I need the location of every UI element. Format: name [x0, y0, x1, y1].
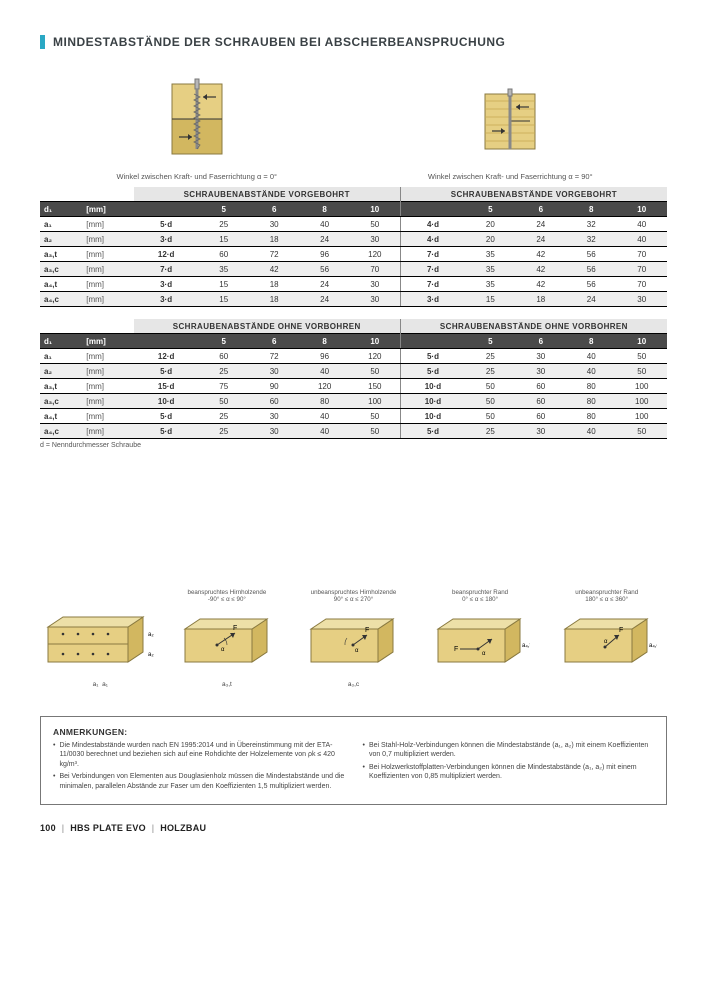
- sec-head-left: SCHRAUBENABSTÄNDE VORGEBOHRT: [134, 187, 401, 202]
- svg-text:a₂: a₂: [148, 632, 154, 638]
- col-10r: 10: [616, 202, 667, 217]
- diagram-a3c: unbeanspruchtes Hirnholzende90° ≤ α ≤ 27…: [293, 589, 414, 688]
- col-8r: 8: [566, 202, 616, 217]
- table-row: a₁[mm]12·d6072961205·d25304050: [40, 349, 667, 364]
- notes-right: Bei Stahl-Holz-Verbindungen können die M…: [363, 741, 655, 794]
- table-header: d₁ [mm] 5 6 8 10 5 6 8 10: [40, 202, 667, 217]
- svg-text:α: α: [221, 647, 225, 653]
- table-row: a₂[mm]5·d253040505·d25304050: [40, 364, 667, 379]
- diagram-a4t: beanspruchter Rand0° ≤ α ≤ 180° F α a₄,t: [420, 589, 541, 688]
- svg-text:F: F: [233, 625, 237, 632]
- svg-text:F: F: [619, 627, 623, 634]
- col-d1: d₁: [40, 202, 83, 217]
- page-footer: 100 | HBS PLATE EVO | HOLZBAU: [40, 823, 667, 833]
- diagram-alpha-90: Winkel zwischen Kraft- und Faserrichtung…: [354, 69, 668, 181]
- col-5r: 5: [465, 202, 515, 217]
- diagram-a4c: unbeanspruchter Rand180° ≤ α ≤ 360° F α …: [546, 589, 667, 688]
- svg-text:a₄,c: a₄,c: [649, 643, 657, 649]
- diagram-alpha-0: Winkel zwischen Kraft- und Faserrichtung…: [40, 69, 354, 181]
- title-marker: [40, 35, 45, 49]
- block-a4c-icon: F α a₄,c: [557, 607, 657, 677]
- block-a3c-icon: F α: [303, 607, 403, 677]
- table-row: a₄,c[mm]5·d253040505·d25304050: [40, 424, 667, 439]
- section-header-row: SCHRAUBENABSTÄNDE VORGEBOHRT SCHRAUBENAB…: [40, 187, 667, 202]
- svg-text:F: F: [365, 627, 369, 634]
- table-row: a₃,t[mm]12·d6072961207·d35425670: [40, 247, 667, 262]
- footer-mid: HBS PLATE EVO: [70, 823, 146, 833]
- table-row: a₄,c[mm]3·d151824303·d15182430: [40, 292, 667, 307]
- col-unit: [mm]: [83, 202, 133, 217]
- table-ohne: SCHRAUBENABSTÄNDE OHNE VORBOHREN SCHRAUB…: [40, 319, 667, 439]
- table-row: a₂[mm]3·d151824304·d20243240: [40, 232, 667, 247]
- table-row: a₁[mm]5·d253040504·d20243240: [40, 217, 667, 232]
- table-row: a₃,c[mm]10·d50608010010·d506080100: [40, 394, 667, 409]
- svg-text:a₂: a₂: [148, 652, 154, 658]
- svg-text:a₄,t: a₄,t: [522, 643, 530, 649]
- table-vorgebohrt: SCHRAUBENABSTÄNDE VORGEBOHRT SCHRAUBENAB…: [40, 187, 667, 307]
- page-title-bar: MINDESTABSTÄNDE DER SCHRAUBEN BEI ABSCHE…: [40, 35, 667, 49]
- svg-text:α: α: [604, 639, 608, 645]
- caption-0: Winkel zwischen Kraft- und Faserrichtung…: [40, 172, 354, 181]
- top-diagrams: Winkel zwischen Kraft- und Faserrichtung…: [40, 69, 667, 181]
- table-row: a₃,c[mm]7·d354256707·d35425670: [40, 262, 667, 277]
- section-header-row: SCHRAUBENABSTÄNDE OHNE VORBOHREN SCHRAUB…: [40, 319, 667, 334]
- block-a3t-icon: F α: [177, 607, 277, 677]
- sec-head-right-2: SCHRAUBENABSTÄNDE OHNE VORBOHREN: [400, 319, 667, 334]
- footnote: d = Nenndurchmesser Schraube: [40, 442, 667, 449]
- notes-box: ANMERKUNGEN: Die Mindestabstände wurden …: [40, 716, 667, 805]
- col-10: 10: [350, 202, 400, 217]
- diagram-a3t: beanspruchtes Hirnholzende-90° ≤ α ≤ 90°…: [167, 589, 288, 688]
- notes-left: Die Mindestabstände wurden nach EN 1995:…: [53, 741, 345, 794]
- caption-90: Winkel zwischen Kraft- und Faserrichtung…: [354, 172, 668, 181]
- block-a4t-icon: F α a₄,t: [430, 607, 530, 677]
- col-8: 8: [299, 202, 349, 217]
- table-row: a₃,t[mm]15·d759012015010·d506080100: [40, 379, 667, 394]
- svg-text:α: α: [355, 648, 359, 654]
- svg-text:F: F: [454, 646, 458, 653]
- sec-head-right: SCHRAUBENABSTÄNDE VORGEBOHRT: [400, 187, 667, 202]
- table-row: a₄,t[mm]5·d2530405010·d506080100: [40, 409, 667, 424]
- sec-head-left-2: SCHRAUBENABSTÄNDE OHNE VORBOHREN: [134, 319, 401, 334]
- block-a1a2-icon: a₂ a₂: [43, 607, 158, 677]
- notes-title: ANMERKUNGEN:: [53, 727, 654, 737]
- col-6: 6: [249, 202, 299, 217]
- wood-screw-90-icon: [470, 69, 550, 164]
- col-5: 5: [199, 202, 249, 217]
- table-header-2: d₁ [mm] 5 6 8 10 5 6 8 10: [40, 334, 667, 349]
- page-title: MINDESTABSTÄNDE DER SCHRAUBEN BEI ABSCHE…: [53, 35, 505, 49]
- diagram-a1a2: a₂ a₂ a₁ a₁: [40, 589, 161, 688]
- lower-diagrams: a₂ a₂ a₁ a₁ beanspruchtes Hirnholzende-9…: [40, 589, 667, 688]
- table-row: a₄,t[mm]3·d151824307·d35425670: [40, 277, 667, 292]
- col-6r: 6: [516, 202, 566, 217]
- footer-right: HOLZBAU: [160, 823, 206, 833]
- svg-text:α: α: [482, 651, 486, 657]
- wood-screw-0-icon: [157, 69, 237, 164]
- page-number: 100: [40, 823, 56, 833]
